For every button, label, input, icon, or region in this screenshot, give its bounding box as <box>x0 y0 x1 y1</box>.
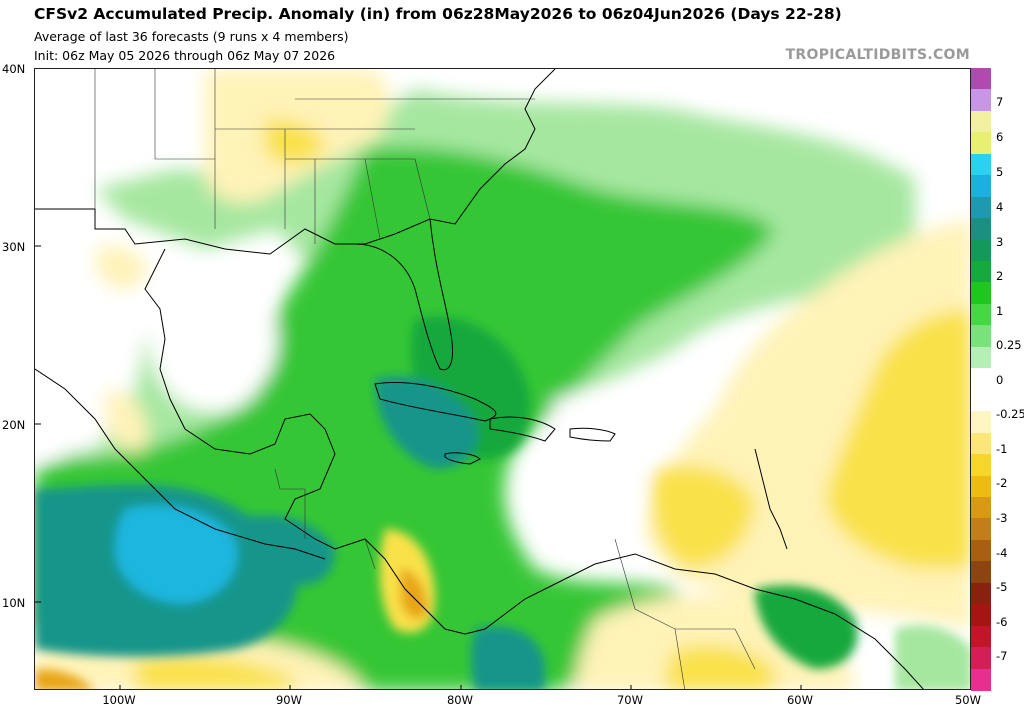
chart-subtitle-init: Init: 06z May 05 2026 through 06z May 07… <box>34 48 336 63</box>
colorbar-segment <box>971 539 991 562</box>
colorbar-segment <box>971 325 991 348</box>
lon-label-70w: 70W <box>616 693 644 707</box>
colorbar-tick-label: -7 <box>996 649 1008 663</box>
colorbar-tick-label: 1 <box>996 304 1004 318</box>
colorbar-tick-label: -3 <box>996 511 1008 525</box>
colorbar-segment <box>971 196 991 219</box>
colorbar-segment <box>971 582 991 605</box>
colorbar-segment <box>971 411 991 434</box>
colorbar-segment <box>971 153 991 176</box>
colorbar-segment <box>971 647 991 670</box>
chart-subtitle-ensemble: Average of last 36 forecasts (9 runs x 4… <box>34 29 349 44</box>
colorbar-segment <box>971 625 991 648</box>
colorbar-segment <box>971 110 991 133</box>
colorbar-tick-label: 4 <box>996 200 1004 214</box>
colorbar-tick-label: -2 <box>996 476 1008 490</box>
lat-label-40n: 40N <box>2 62 26 76</box>
colorbar-tick-label: 7 <box>996 95 1004 109</box>
colorbar-tick-label: 0 <box>996 373 1004 387</box>
colorbar-tick-label: 3 <box>996 235 1004 249</box>
political-borders <box>94 69 756 689</box>
lat-lon-ticks <box>35 245 802 689</box>
colorbar-segment <box>971 668 991 691</box>
colorbar-segment <box>971 68 991 91</box>
colorbar-tick-label: 2 <box>996 269 1004 283</box>
colorbar-tick-label: -0.25 <box>996 407 1024 421</box>
colorbar-tick-label: 5 <box>996 165 1004 179</box>
colorbar-segment <box>971 261 991 284</box>
colorbar-segment <box>971 454 991 477</box>
colorbar-segment <box>971 475 991 498</box>
anomaly-field-detail <box>35 316 970 689</box>
colorbar-segment <box>971 432 991 455</box>
colorbar-segment <box>971 346 991 369</box>
colorbar-tick-label: -4 <box>996 546 1008 560</box>
colorbar-segment <box>971 282 991 305</box>
colorbar-segment <box>971 132 991 155</box>
colorbar-tick-label: 0.25 <box>996 338 1022 352</box>
colorbar-segment <box>971 303 991 326</box>
colorbar-segment <box>971 496 991 519</box>
chart-title: CFSv2 Accumulated Precip. Anomaly (in) f… <box>34 5 842 23</box>
colorbar-tick-label: -5 <box>996 580 1008 594</box>
precip-anomaly-map <box>34 68 971 690</box>
colorbar-segment <box>971 175 991 198</box>
lat-label-10n: 10N <box>2 596 26 610</box>
lat-label-30n: 30N <box>2 240 26 254</box>
colorbar-tick-label: -1 <box>996 442 1008 456</box>
lon-label-60w: 60W <box>786 693 814 707</box>
colorbar <box>971 68 991 691</box>
colorbar-segment <box>971 218 991 241</box>
colorbar-segment <box>971 604 991 627</box>
colorbar-segment <box>971 368 991 391</box>
map-canvas <box>35 69 970 689</box>
colorbar-tick-label: -6 <box>996 615 1008 629</box>
lon-label-90w: 90W <box>275 693 303 707</box>
colorbar-segment <box>971 239 991 262</box>
colorbar-tick-label: 6 <box>996 130 1004 144</box>
colorbar-segment <box>971 561 991 584</box>
colorbar-segment <box>971 389 991 412</box>
lon-label-80w: 80W <box>446 693 474 707</box>
lat-label-20n: 20N <box>2 418 26 432</box>
source-credit: TROPICALTIDBITS.COM <box>785 47 970 63</box>
lon-label-100w: 100W <box>102 693 136 707</box>
colorbar-segment <box>971 89 991 112</box>
lon-label-50w: 50W <box>954 693 982 707</box>
colorbar-segment <box>971 518 991 541</box>
